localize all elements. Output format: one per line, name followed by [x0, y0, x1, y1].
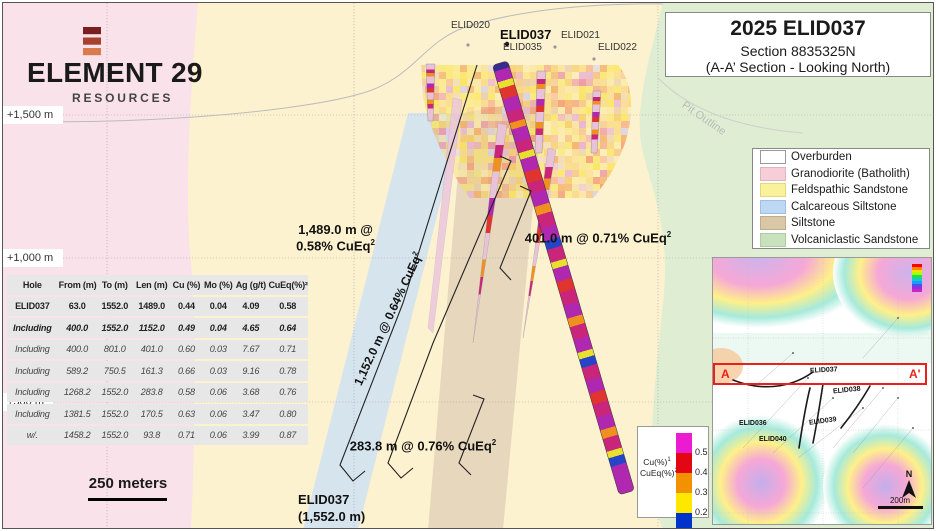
svg-text:200m: 200m — [890, 496, 910, 505]
svg-text:A': A' — [909, 367, 921, 381]
svg-text:A: A — [721, 367, 730, 381]
svg-text:N: N — [906, 469, 913, 479]
